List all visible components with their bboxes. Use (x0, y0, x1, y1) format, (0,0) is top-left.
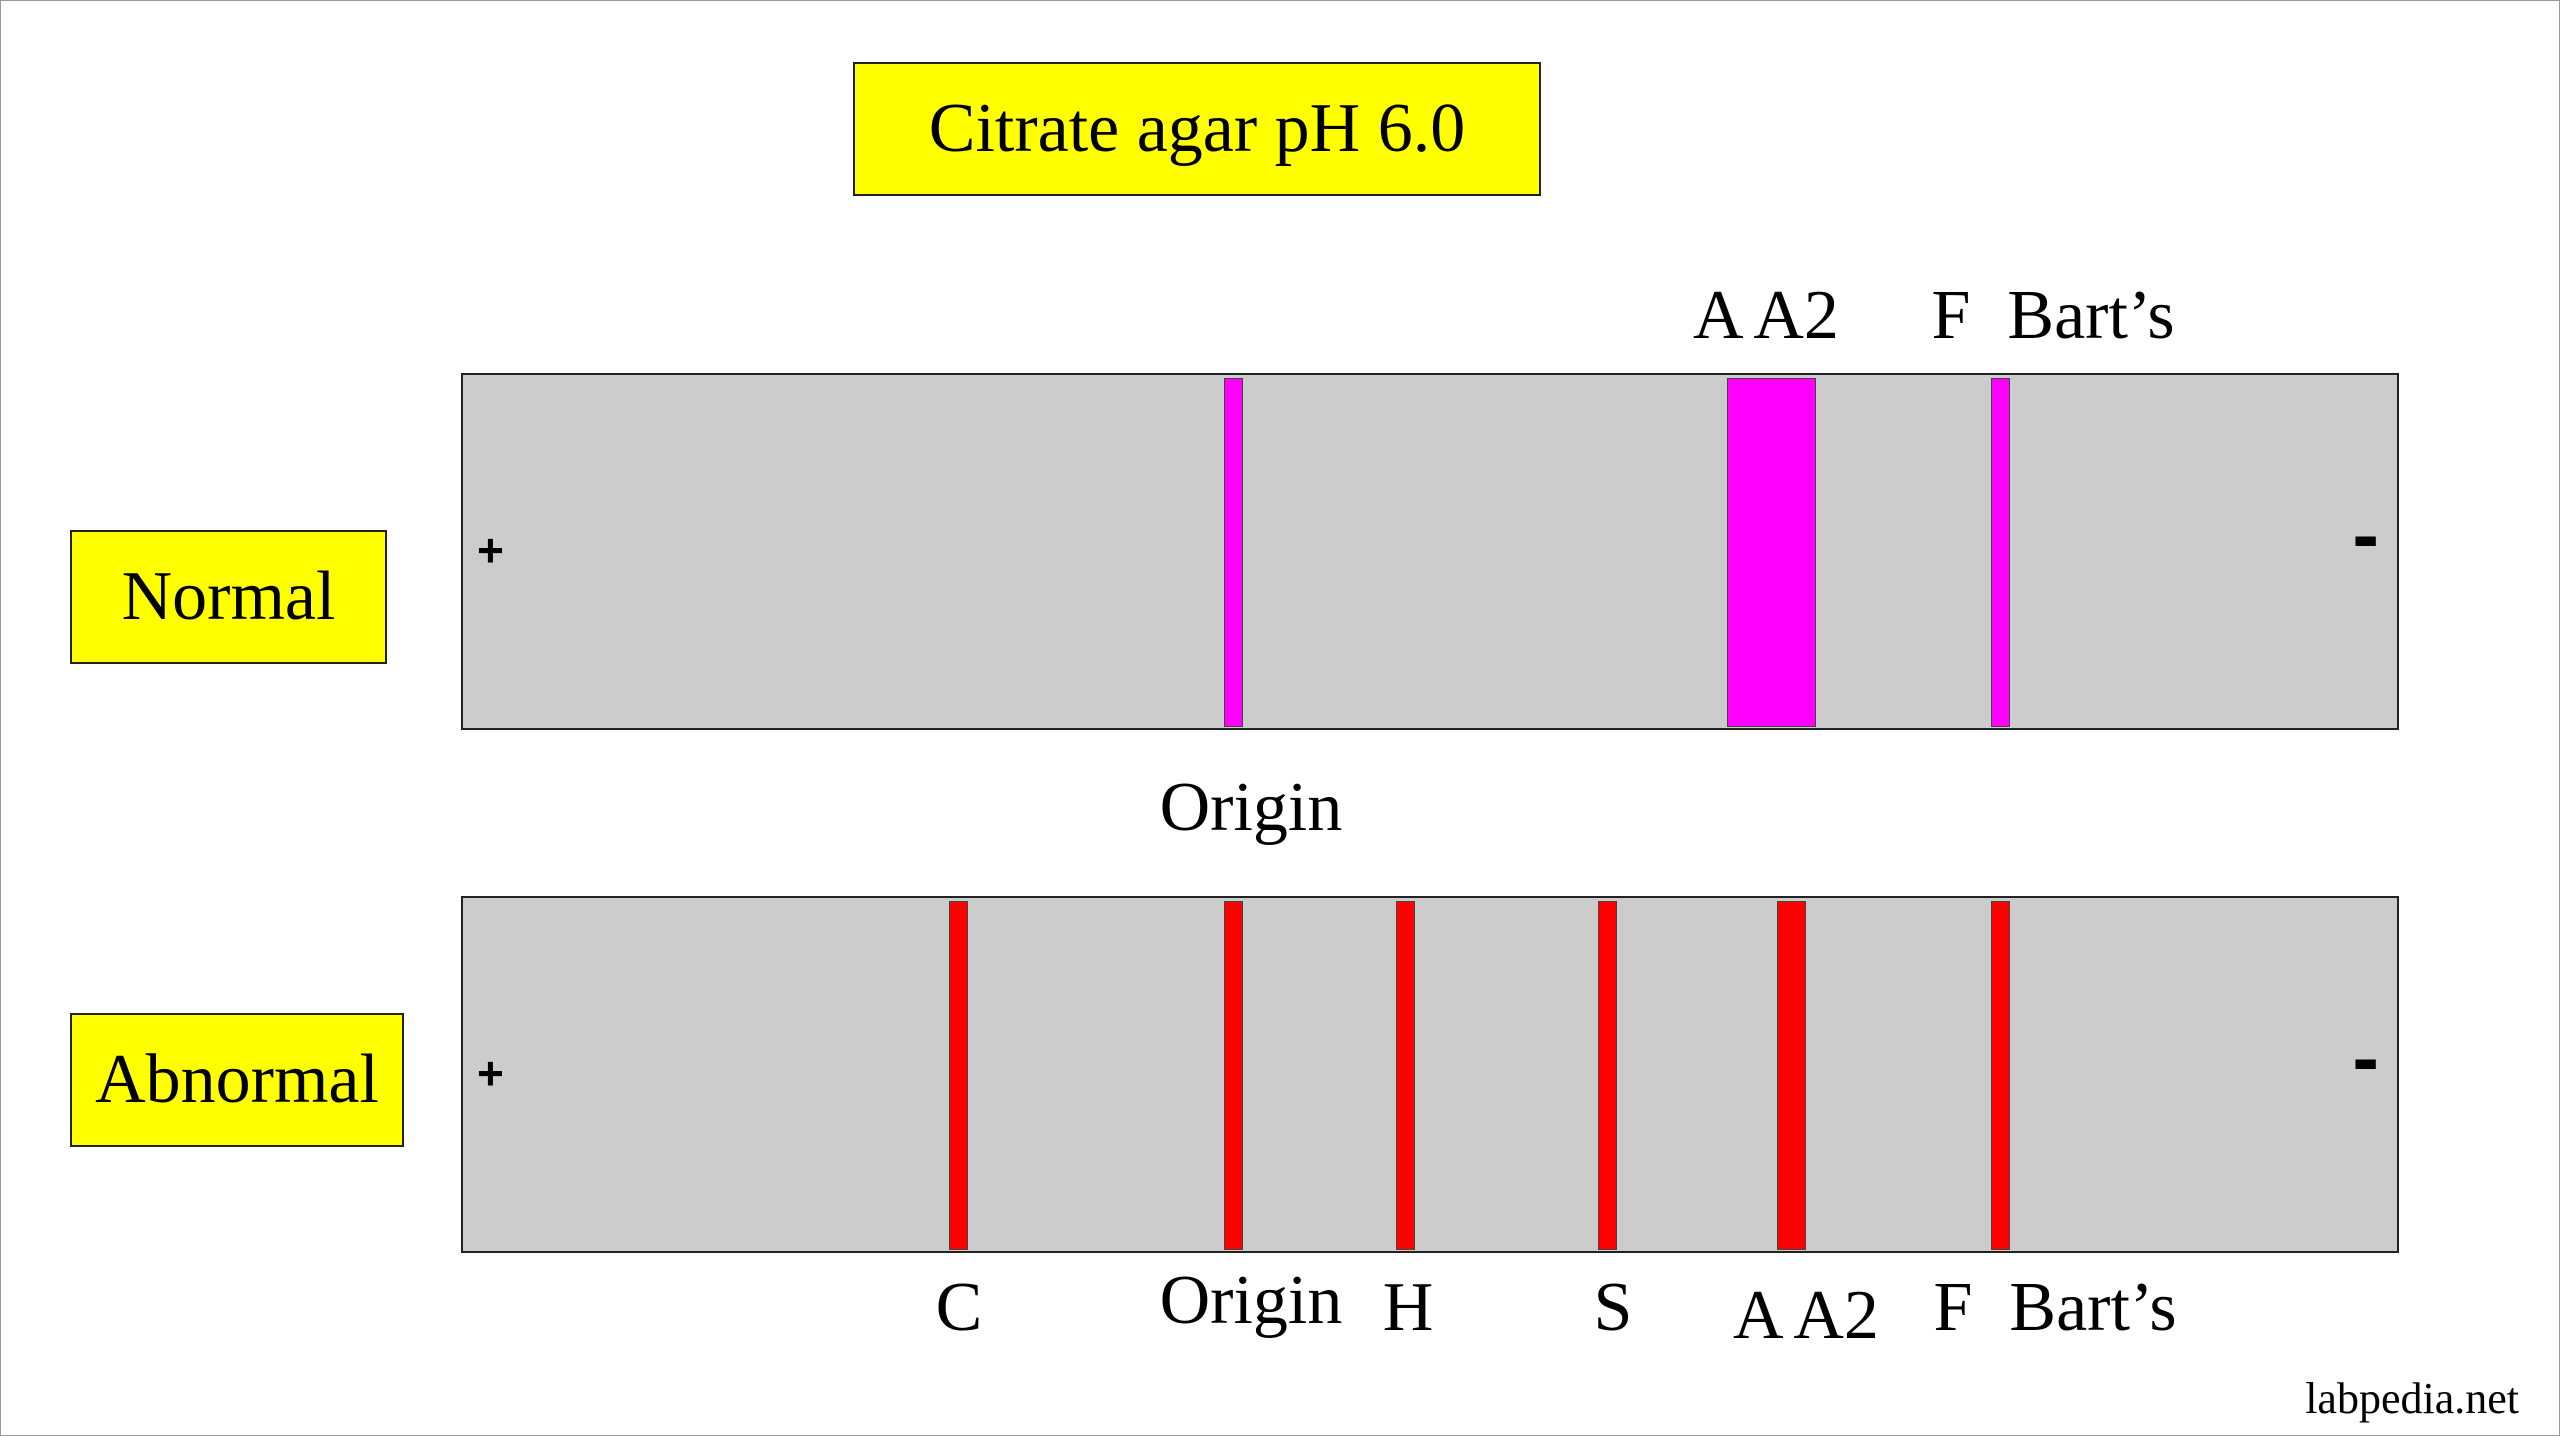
label-abnormal-barts: Bart’s (2009, 1269, 2177, 1346)
label-abnormal-origin: Origin (1159, 1262, 1343, 1339)
normal-gel-strip: + - (461, 373, 2399, 730)
label-abnormal-h: H (1382, 1269, 1434, 1346)
label-abnormal-f: F (1933, 1269, 1973, 1346)
label-normal-f: F (1931, 277, 1971, 354)
diagram-title: Citrate agar pH 6.0 (853, 62, 1541, 196)
anode-sign: + (477, 524, 504, 576)
abnormal-band-c (949, 901, 968, 1250)
site-credit: labpedia.net (2305, 1374, 2519, 1423)
abnormal-band-origin (1224, 901, 1243, 1250)
label-abnormal-c: C (935, 1269, 983, 1346)
abnormal-band-h (1396, 901, 1415, 1250)
normal-band-origin (1224, 378, 1243, 727)
abnormal-row-label: Abnormal (70, 1013, 404, 1147)
abnormal-band-f (1991, 901, 2010, 1250)
normal-band-a-a2 (1727, 378, 1816, 727)
abnormal-band-a-a2 (1777, 901, 1806, 1250)
abnormal-band-s (1598, 901, 1617, 1250)
anode-sign: + (477, 1047, 504, 1099)
normal-band-f (1991, 378, 2010, 727)
label-normal-origin: Origin (1159, 769, 1343, 846)
abnormal-gel-strip: + - (461, 896, 2399, 1253)
cathode-sign: - (2352, 1013, 2379, 1102)
label-normal-a-a2: A A2 (1693, 277, 1839, 354)
normal-row-label: Normal (70, 530, 387, 664)
label-normal-barts: Bart’s (2007, 277, 2175, 354)
cathode-sign: - (2352, 490, 2379, 579)
label-abnormal-s: S (1593, 1269, 1633, 1346)
label-abnormal-a-a2: A A2 (1733, 1277, 1879, 1354)
